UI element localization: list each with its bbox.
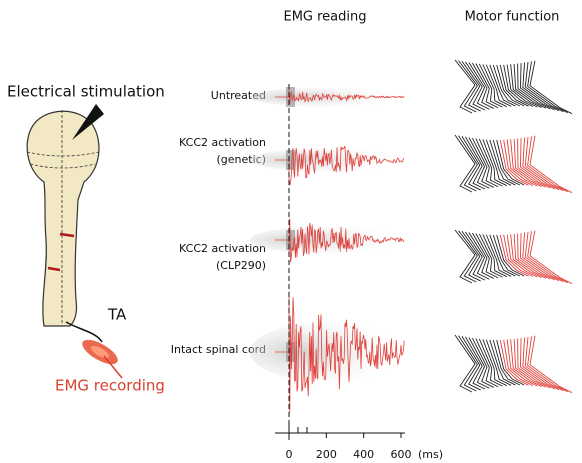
trace-haze <box>250 226 410 254</box>
row-label: KCC2 activation <box>179 242 266 255</box>
tick-label: 600 <box>391 448 412 461</box>
tick-label: 0 <box>286 448 293 461</box>
row-label: KCC2 activation <box>179 136 266 149</box>
row-label: (CLP290) <box>216 259 266 272</box>
muscle-label: TA <box>107 306 127 324</box>
figure: EMG reading Motor function Electrical st… <box>0 0 582 463</box>
emg-title: EMG reading <box>283 10 366 25</box>
tick-label: 200 <box>316 448 337 461</box>
cord-drawing <box>27 104 122 378</box>
time-axis: 0 200 400 600 (ms) <box>275 424 443 461</box>
stimulation-label: Electrical stimulation <box>7 83 165 101</box>
recording-label: EMG recording <box>55 377 165 395</box>
stick-figures <box>455 60 572 393</box>
motor-title: Motor function <box>465 10 560 25</box>
tick-label: 400 <box>353 448 374 461</box>
emg-traces <box>250 84 410 440</box>
axis-unit: (ms) <box>418 448 443 461</box>
